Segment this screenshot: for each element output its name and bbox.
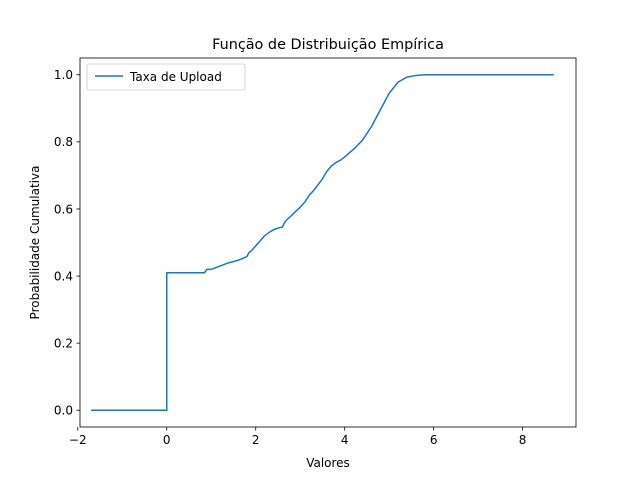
plot-area-frame [79, 57, 577, 428]
x-tick-label: 4 [341, 433, 349, 447]
y-tick-label: 0.4 [54, 269, 73, 283]
series-layer [91, 74, 554, 411]
y-tick-label: 0.8 [54, 135, 73, 149]
y-axis: 0.0 0.2 0.4 0.6 0.8 1.0 [54, 68, 80, 418]
chart-title: Função de Distribuição Empírica [212, 37, 444, 53]
x-tick-label: 0 [163, 433, 171, 447]
x-tick-label: −2 [69, 433, 87, 447]
x-axis: −2 0 2 4 6 8 [69, 427, 527, 447]
x-tick-label: 8 [519, 433, 527, 447]
y-axis-label: Probabilidade Cumulativa [28, 166, 42, 320]
x-tick-label: 6 [430, 433, 438, 447]
legend-label: Taxa de Upload [129, 70, 222, 84]
y-tick-label: 0.2 [54, 336, 73, 350]
y-tick-label: 1.0 [54, 68, 73, 82]
series-line-0 [91, 74, 554, 411]
legend-box [86, 63, 246, 91]
y-tick-label: 0.0 [54, 404, 73, 418]
x-tick-label: 2 [252, 433, 260, 447]
y-tick-label: 0.6 [54, 202, 73, 216]
legend: Taxa de Upload [86, 63, 246, 91]
x-axis-label: Valores [306, 456, 350, 470]
